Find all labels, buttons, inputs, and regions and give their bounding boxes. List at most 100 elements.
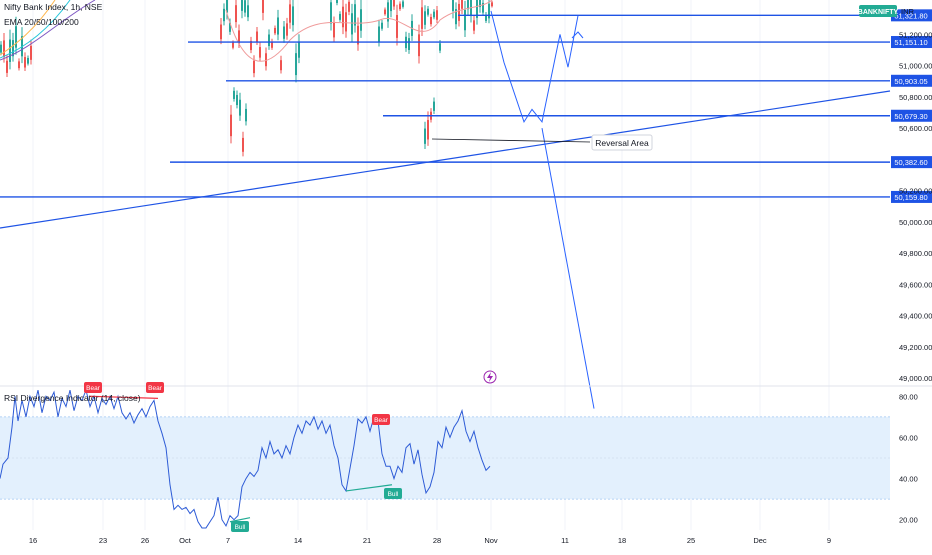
level-price-label: 50,903.05 bbox=[894, 77, 927, 86]
candle-body bbox=[381, 22, 383, 29]
candle-body bbox=[396, 14, 398, 38]
candle-body bbox=[229, 22, 231, 32]
lightning-glyph bbox=[487, 372, 493, 382]
x-tick-label: 28 bbox=[433, 536, 441, 545]
y-axis: 51,200.00 51,000.00 50,800.00 50,600.00 50,2… bbox=[899, 30, 932, 524]
x-tick-label: Oct bbox=[179, 536, 192, 545]
divergence-label: Bull bbox=[235, 524, 246, 531]
candle-body bbox=[274, 27, 276, 34]
divergence-label-bg bbox=[372, 414, 390, 425]
candle-body bbox=[295, 53, 297, 76]
candle-body bbox=[24, 57, 26, 68]
y-tick-label: 49,400.00 bbox=[899, 312, 932, 321]
candle-body bbox=[458, 3, 460, 21]
candle-body bbox=[271, 41, 273, 48]
candle-body bbox=[0, 44, 2, 53]
divergence-label-bg bbox=[146, 382, 164, 393]
candle-body bbox=[27, 57, 29, 64]
level-price-tag bbox=[891, 74, 932, 87]
candle-body bbox=[268, 34, 270, 47]
level-price-tag bbox=[891, 109, 932, 122]
candle-body bbox=[439, 43, 441, 51]
candle-body bbox=[427, 120, 429, 140]
candle-body bbox=[3, 40, 5, 58]
candle-body bbox=[399, 3, 401, 10]
candle-body bbox=[348, 1, 350, 12]
ema-100 bbox=[0, 0, 71, 59]
x-tick-label: 7 bbox=[226, 536, 230, 545]
level-price-label: 50,382.60 bbox=[894, 158, 927, 167]
candle-body bbox=[253, 60, 255, 74]
candle-body bbox=[452, 0, 454, 11]
level-price-label: 51,151.10 bbox=[894, 38, 927, 47]
candle-body bbox=[265, 53, 267, 67]
candle-body bbox=[277, 17, 279, 35]
y-tick-label: 50,000.00 bbox=[899, 218, 932, 227]
candle-body bbox=[433, 11, 435, 18]
y-tick-label: 49,000.00 bbox=[899, 374, 932, 383]
candle-body bbox=[378, 26, 380, 42]
x-tick-label: 14 bbox=[294, 536, 302, 545]
candle-body bbox=[226, 0, 228, 13]
candle-body bbox=[339, 13, 341, 20]
candle-body bbox=[387, 2, 389, 22]
candle-body bbox=[223, 8, 225, 22]
x-tick-label: 23 bbox=[99, 536, 107, 545]
candle-body bbox=[232, 42, 234, 48]
candle-body bbox=[230, 114, 232, 137]
ema-200 bbox=[0, 0, 96, 61]
candle-body bbox=[464, 9, 466, 31]
candle-body bbox=[345, 12, 347, 32]
x-tick-label: 9 bbox=[827, 536, 831, 545]
candle-body bbox=[330, 2, 332, 24]
ticker-badge: BANKNIFTY bbox=[858, 9, 899, 16]
candle-body bbox=[342, 6, 344, 28]
x-axis: 16 23 26 Oct 7 14 21 28 Nov 11 18 25 Dec 9 bbox=[29, 536, 831, 545]
x-tick-label: 11 bbox=[561, 536, 569, 545]
divergences: Bear Bear Bear Bull Bull bbox=[84, 382, 402, 532]
candle-body bbox=[233, 90, 235, 99]
candle-body bbox=[482, 2, 484, 13]
candle-body bbox=[461, 0, 463, 9]
candle-body bbox=[418, 34, 420, 57]
annotation-box bbox=[591, 134, 653, 151]
annotation-text: Reversal Area bbox=[595, 138, 649, 148]
candle-body bbox=[427, 8, 429, 15]
divergence-label: Bear bbox=[86, 385, 101, 392]
y-tick-label: 51,200.00 bbox=[899, 30, 932, 39]
divergence-label: Bear bbox=[374, 417, 389, 424]
symbol-title: Nifty Bank Index, 1h, NSE bbox=[4, 2, 103, 12]
candle-body bbox=[241, 0, 243, 11]
candle-body bbox=[239, 99, 241, 116]
level-price-tag bbox=[891, 36, 932, 49]
candle-body bbox=[235, 5, 237, 23]
rsi-title: RSI Divergence Indicator (14, close) bbox=[4, 393, 141, 403]
divergence-label: Bull bbox=[388, 491, 399, 498]
candle-body bbox=[262, 0, 264, 13]
divergence-label-bg bbox=[231, 521, 249, 532]
y-tick-label: 50,600.00 bbox=[899, 124, 932, 133]
level-price-label: 51,321.80 bbox=[894, 11, 927, 20]
candle-body bbox=[354, 4, 356, 26]
divergence-line bbox=[345, 484, 393, 492]
y-tick-label: 50,800.00 bbox=[899, 93, 932, 102]
level-price-tag bbox=[891, 9, 932, 22]
y-tick-label: 51,000.00 bbox=[899, 62, 932, 71]
candle-body bbox=[286, 23, 288, 36]
candle-body bbox=[280, 60, 282, 71]
ticker-badge-bg bbox=[859, 5, 897, 17]
ema-20 bbox=[225, 0, 493, 62]
candle-body bbox=[289, 4, 291, 23]
candle-body bbox=[15, 26, 17, 48]
candle-body bbox=[256, 31, 258, 42]
candle-body bbox=[236, 94, 238, 106]
projected-arrowhead bbox=[571, 31, 584, 39]
candle-body bbox=[333, 22, 335, 38]
ema-legend: EMA 20/50/100/200 bbox=[4, 17, 79, 27]
divergence-line bbox=[89, 395, 159, 399]
candle-body bbox=[402, 1, 404, 7]
x-tick-label: 26 bbox=[141, 536, 149, 545]
y-tick-label: 49,200.00 bbox=[899, 343, 932, 352]
projected-path bbox=[490, 10, 579, 124]
